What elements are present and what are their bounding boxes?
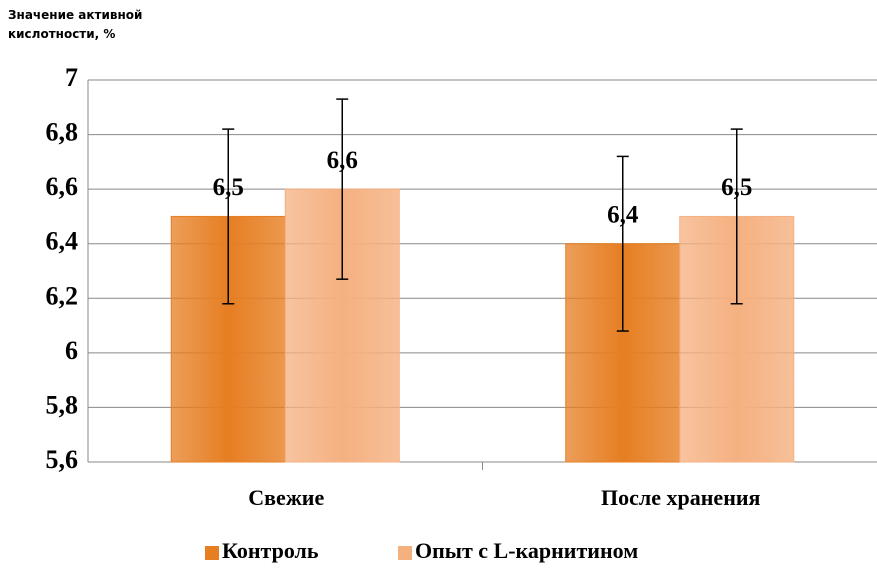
y-tick-label: 6 <box>65 336 78 365</box>
y-axis-title: Значение активной кислотности, % <box>8 8 143 41</box>
data-label: 6,4 <box>607 201 639 228</box>
data-label: 6,5 <box>721 174 752 201</box>
data-label: 6,6 <box>327 147 358 174</box>
data-label: 6,5 <box>213 174 244 201</box>
y-tick-label: 6,2 <box>46 281 79 310</box>
legend-swatch <box>398 546 412 560</box>
y-tick-label: 6,6 <box>46 172 79 201</box>
y-tick-label: 7 <box>65 63 78 92</box>
legend-swatch <box>205 546 219 560</box>
y-tick-label: 5,6 <box>46 445 79 474</box>
legend-label: Опыт с L-карнитином <box>415 538 638 563</box>
y-tick-label: 6,8 <box>46 118 79 147</box>
x-tick-label: После хранения <box>601 485 761 510</box>
x-tick-label: Свежие <box>248 485 324 510</box>
y-tick-label: 5,8 <box>46 390 79 419</box>
legend-label: Контроль <box>222 538 319 563</box>
y-tick-label: 6,4 <box>46 227 79 256</box>
